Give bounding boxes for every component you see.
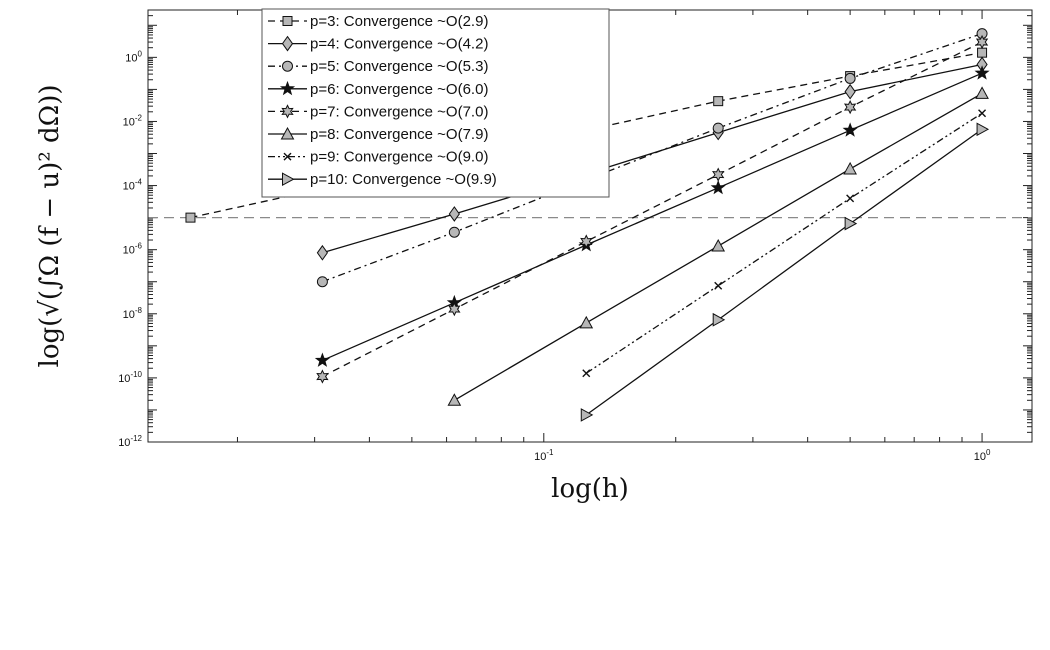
series-line [585,112,983,374]
data-point [713,96,724,107]
data-point [316,244,329,261]
data-point [978,109,987,118]
data-point [185,212,196,223]
legend-marker [283,152,292,161]
legend-label: p=3: Convergence ~O(2.9) [310,13,488,30]
y-tick-label: 10-2 [123,113,143,128]
data-point [316,276,328,288]
series-layer [185,28,990,422]
data-point [843,161,857,175]
data-point [842,122,858,137]
series-p9 [582,109,987,378]
legend-label: p=6: Convergence ~O(6.0) [310,81,488,98]
legend-label: p=7: Convergence ~O(7.0) [310,103,488,120]
data-point [976,122,990,137]
y-tick-label: 10-6 [123,242,143,257]
legend-label: p=4: Convergence ~O(4.2) [310,36,488,53]
series-line [322,63,983,254]
data-point [448,301,461,317]
tick-labels: 10-1 100 10-12 10-10 10-8 10-6 10-4 10-2 100 [118,49,991,463]
y-tick-label: 10-4 [123,178,143,193]
legend-label: p=9: Convergence ~O(9.0) [310,149,488,166]
series-line [322,41,983,378]
legend-entry: p=6: Convergence ~O(6.0) [268,81,488,98]
series-line [585,128,983,416]
data-point [844,72,856,84]
data-point [314,352,330,367]
legend-marker [282,16,293,26]
legend-box [261,8,610,198]
data-point [448,206,460,222]
data-point [975,86,989,99]
y-axis-label: log(√(∫Ω (f − u)² dΩ)) [35,85,65,368]
y-tick-label: 10-10 [118,370,142,385]
legend-entry: p=3: Convergence ~O(2.9) [268,13,488,30]
series-line [322,72,983,362]
data-point [582,369,591,378]
data-point [712,312,726,327]
data-point [447,393,462,406]
x-tick-label: 100 [974,448,991,463]
series-p10 [580,122,990,422]
data-point [977,47,988,58]
y-tick-label: 100 [125,49,142,64]
data-point [843,99,857,115]
x-axis-label: log(h) [551,474,629,504]
y-tick-label: 10-8 [123,306,143,321]
legend-entry: p=7: Convergence ~O(7.0) [268,103,488,120]
legend-marker [279,80,296,96]
legend-entry: p=5: Convergence ~O(5.3) [268,58,488,75]
data-point [316,369,329,384]
data-point [448,226,460,238]
x-tick-label: 10-1 [534,448,554,463]
legend-label: p=8: Convergence ~O(7.9) [310,126,488,143]
legend-label: p=10: Convergence ~O(9.9) [310,171,497,188]
series-p8 [447,86,989,406]
data-point [844,216,858,231]
legend-entry: p=9: Convergence ~O(9.0) [268,149,488,166]
legend-marker [281,104,294,119]
data-point [711,238,726,252]
legend-marker [282,172,295,187]
legend-marker [280,126,295,140]
legend-entry: p=8: Convergence ~O(7.9) [268,126,488,143]
series-p5 [316,28,988,288]
data-point [975,34,989,50]
series-p7 [316,34,989,384]
legend-marker [282,60,293,72]
data-point [580,408,594,422]
data-point [846,194,855,203]
legend-label: p=5: Convergence ~O(5.3) [310,58,488,75]
data-point [712,167,725,182]
y-tick-label: 10-12 [118,434,142,449]
legend-marker [281,35,294,52]
data-point [714,281,723,290]
data-point [712,122,724,134]
data-point [844,83,856,100]
data-point [974,65,990,80]
legend: p=3: Convergence ~O(2.9) p=4: Convergence… [261,8,610,198]
legend-entry: p=10: Convergence ~O(9.9) [268,171,497,188]
data-point [579,315,594,329]
legend-entry: p=4: Convergence ~O(4.2) [268,36,488,53]
data-point [580,234,593,249]
data-point [710,179,726,195]
